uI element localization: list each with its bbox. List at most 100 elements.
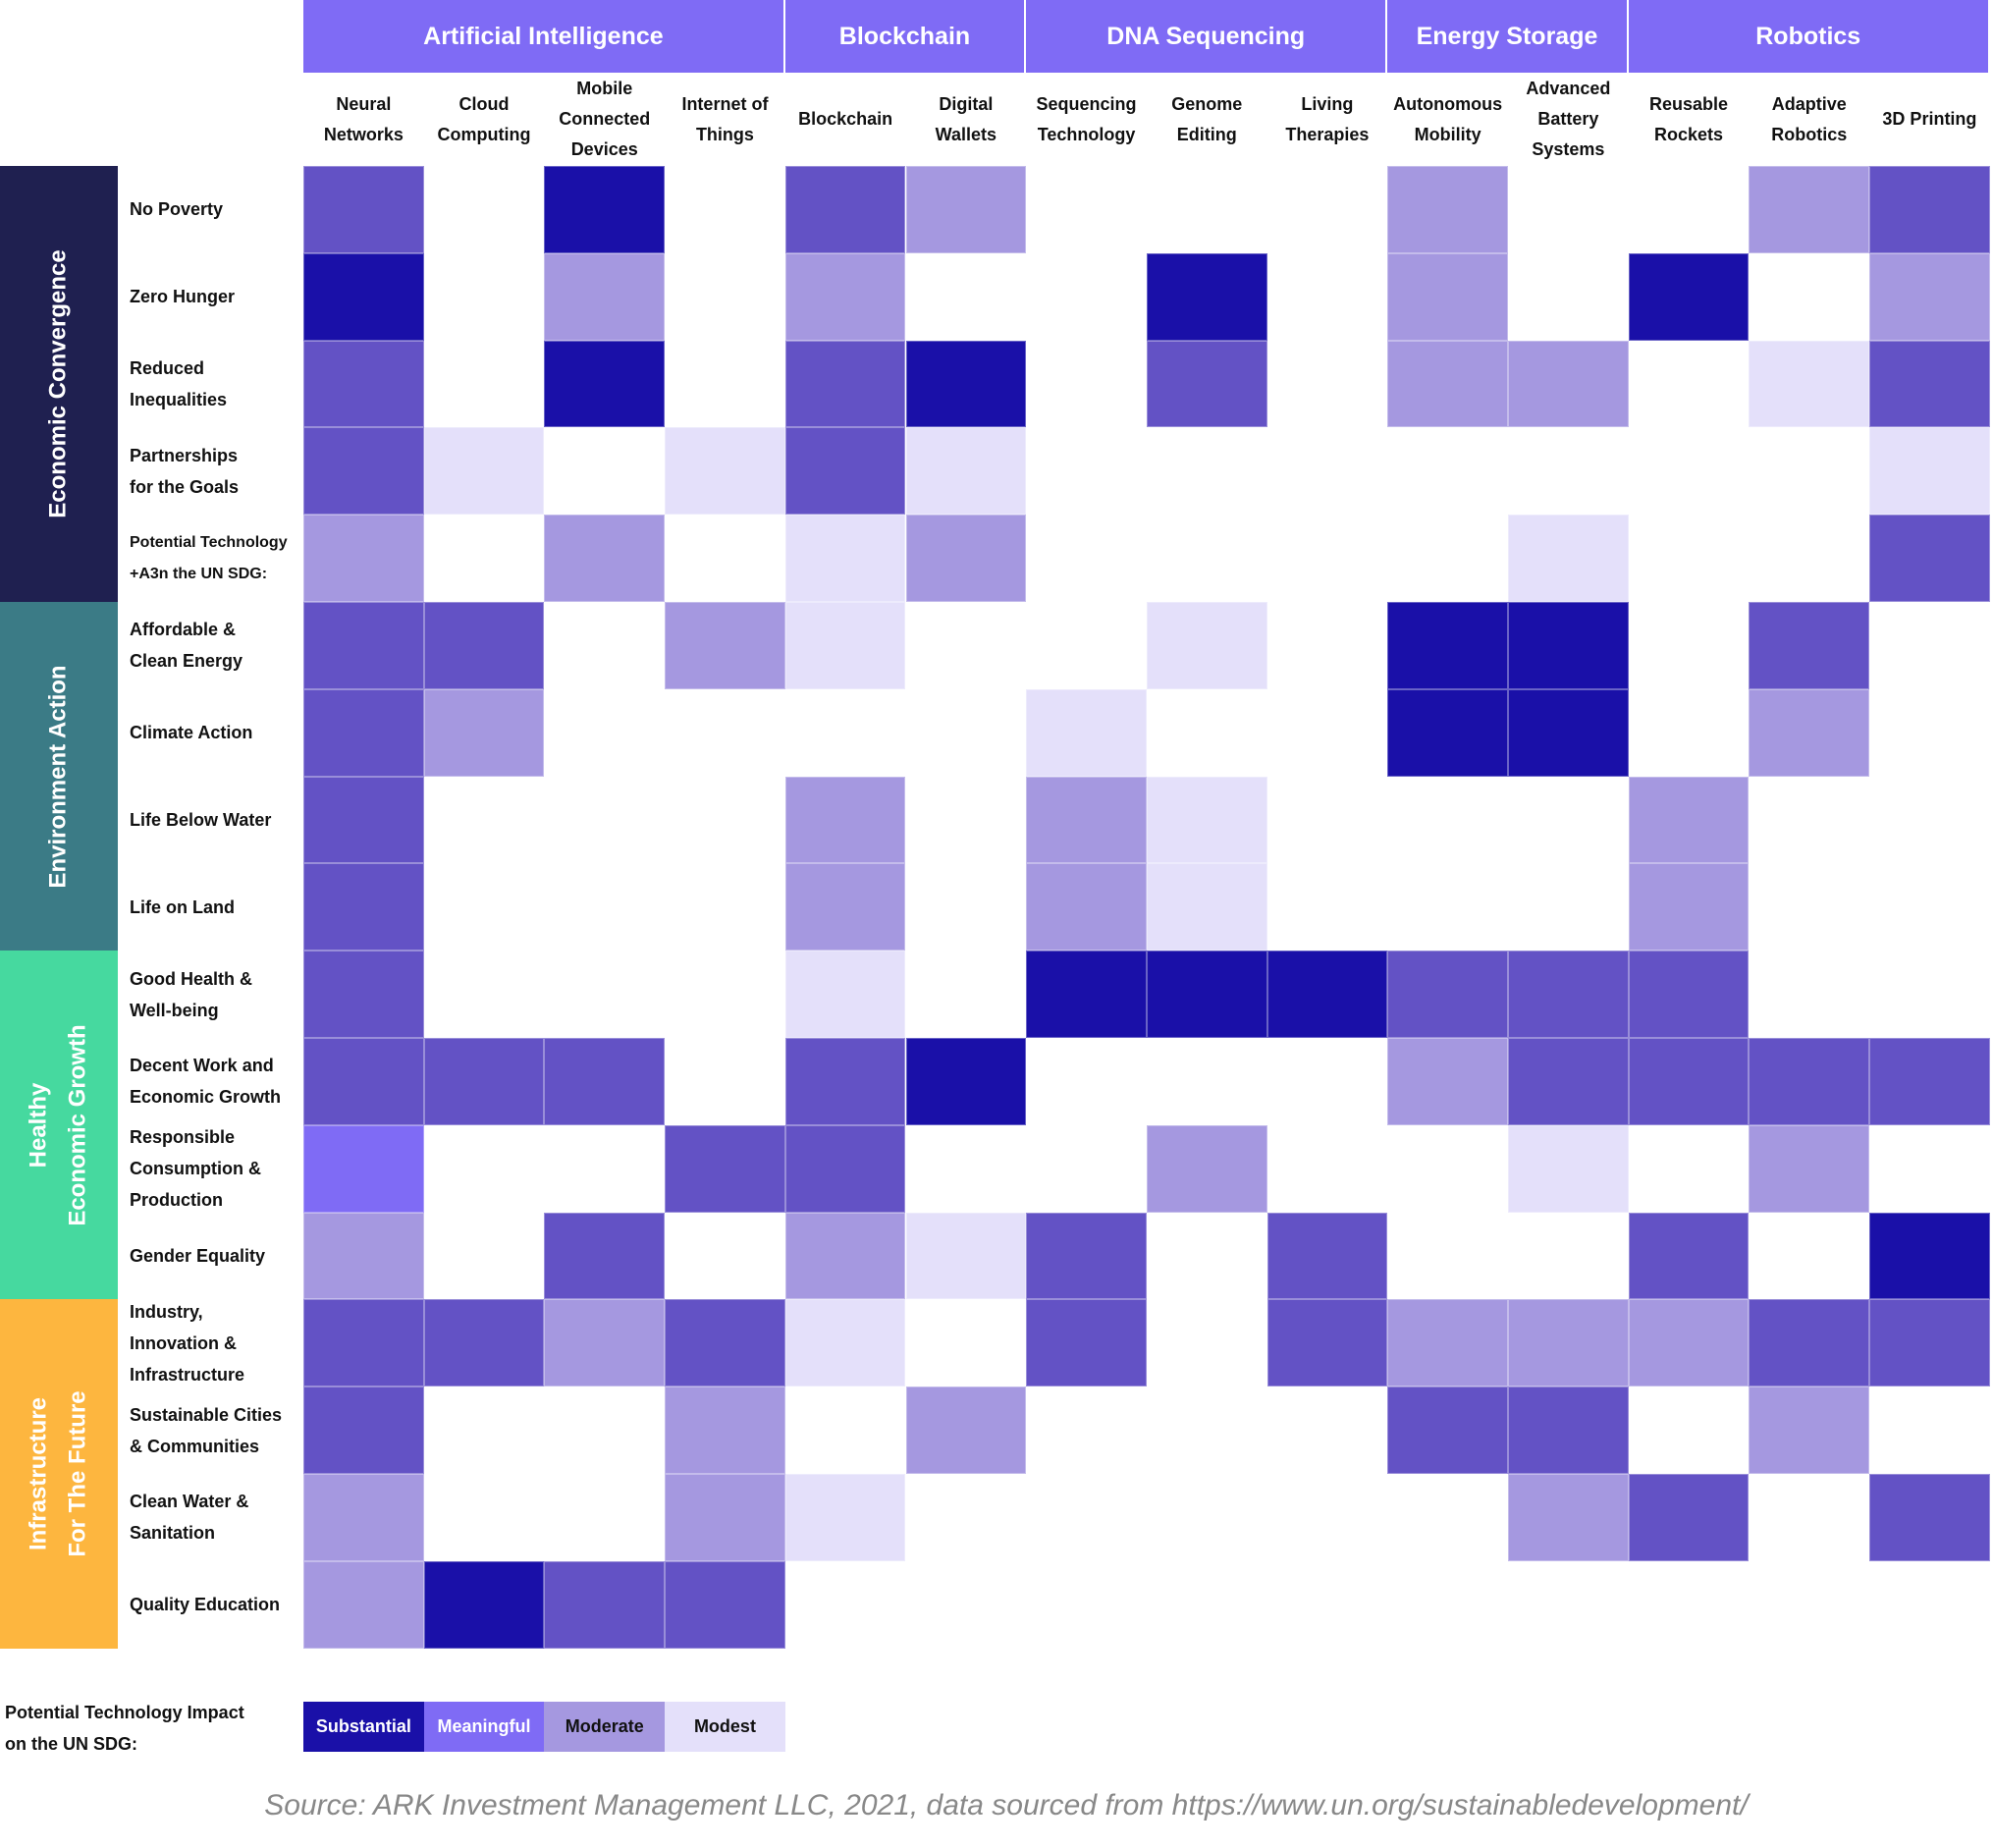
heatmap-cell [1508, 1299, 1629, 1387]
source-note: Source: ARK Investment Management LLC, 2… [264, 1789, 1749, 1821]
heatmap-cell [303, 1386, 424, 1474]
row-group-label: Economic Convergence [39, 249, 79, 517]
heatmap-cell [1628, 252, 1750, 341]
heatmap-cell [303, 1124, 424, 1213]
heatmap-cell [1749, 1386, 1870, 1474]
heatmap-cell [665, 515, 785, 602]
heatmap-cell [1628, 427, 1750, 516]
label-line: on the UN SDG: [5, 1734, 137, 1754]
heatmap-cell [905, 515, 1027, 602]
heatmap-cell [1266, 1038, 1388, 1125]
label-line: Editing [1176, 124, 1237, 144]
heatmap-cell [303, 1474, 424, 1561]
heatmap-cell [905, 1212, 1027, 1300]
heatmap-cell [1749, 515, 1870, 602]
legend-item-modest: Modest [665, 1702, 785, 1752]
heatmap-cell [905, 863, 1027, 951]
row-group-band: Infrastructure For The Future [0, 1299, 118, 1649]
label-line: Networks [323, 124, 404, 144]
heatmap-cell [1146, 863, 1267, 951]
heatmap-cell [1387, 1474, 1508, 1561]
heatmap-cell [1869, 252, 1990, 341]
row-label: Life Below Water [130, 777, 304, 864]
row-label: Quality Education [130, 1561, 304, 1649]
heatmap-cell [905, 776, 1027, 864]
label-line: +A3n the UN SDG: [130, 565, 268, 582]
label-line: Clean Energy [130, 651, 243, 672]
heatmap-cell [1869, 427, 1990, 516]
heatmap-cell [1628, 688, 1750, 777]
heatmap-cell [1628, 166, 1750, 253]
heatmap-cell [423, 688, 545, 777]
heatmap-cell [784, 688, 906, 777]
heatmap-cell [423, 1474, 545, 1561]
label-line: for the Goals [130, 476, 240, 497]
heatmap-cell [905, 1386, 1027, 1474]
heatmap-cell [303, 1560, 424, 1649]
heatmap-cell [665, 863, 785, 951]
heatmap-cell [784, 1212, 906, 1300]
heatmap-cell [905, 1474, 1027, 1561]
heatmap-cell [1387, 340, 1508, 428]
heatmap-cell [1508, 1124, 1629, 1213]
heatmap-cell [423, 1386, 545, 1474]
label-line: Adaptive [1771, 93, 1847, 114]
column-group-header: Blockchain [784, 0, 1027, 73]
heatmap-cell [1387, 776, 1508, 864]
heatmap-cell [1508, 166, 1629, 253]
heatmap-cell [1749, 1212, 1870, 1300]
label-line: Life Below Water [130, 809, 272, 830]
heatmap-cell [1508, 1212, 1629, 1300]
heatmap-cell [1869, 1560, 1990, 1649]
heatmap-cell [1266, 515, 1388, 602]
heatmap-cell [1146, 427, 1267, 516]
heatmap-cell [1749, 863, 1870, 951]
heatmap-cell [665, 688, 785, 777]
heatmap-cell [1508, 1386, 1629, 1474]
heatmap-cell [1869, 1386, 1990, 1474]
heatmap-cell [1387, 863, 1508, 951]
heatmap-cell [1026, 340, 1147, 428]
heatmap-cell [1628, 1212, 1750, 1300]
row-label: Affordable & Clean Energy [130, 602, 304, 689]
heatmap-cell [423, 602, 545, 689]
column-header: Sequencing Technology [1026, 73, 1147, 166]
label-line: Production [130, 1190, 223, 1211]
heatmap-cell [423, 340, 545, 428]
heatmap-cell [303, 427, 424, 516]
heatmap-cell [784, 427, 906, 516]
label-line: Industry, [130, 1301, 203, 1322]
label-line: Healthy [26, 1082, 53, 1169]
heatmap-cell [423, 1038, 545, 1125]
heatmap-cell [1026, 1299, 1147, 1387]
heatmap-cell [303, 252, 424, 341]
label-line: Decent Work and [130, 1056, 274, 1076]
label-line: Cloud [458, 93, 510, 114]
label-line: Gender Equality [130, 1245, 266, 1266]
heatmap-cell [1628, 1386, 1750, 1474]
row-label: No Poverty [130, 166, 304, 253]
heatmap-cell [1266, 166, 1388, 253]
heatmap-cell [1266, 1124, 1388, 1213]
heatmap-cell [784, 1038, 906, 1125]
heatmap-cell [303, 776, 424, 864]
heatmap-cell [1749, 1299, 1870, 1387]
heatmap-cell [1869, 340, 1990, 428]
row-label: Responsible Consumption & Production [130, 1125, 304, 1213]
heatmap-cell [905, 602, 1027, 689]
heatmap-cell [1146, 688, 1267, 777]
heatmap-cell [303, 688, 424, 777]
label-line: Potential Technology Impact [5, 1703, 244, 1722]
heatmap-cell [423, 1299, 545, 1387]
label-line: Rockets [1654, 124, 1724, 144]
heatmap-cell [544, 252, 666, 341]
label-line: Climate Action [130, 723, 253, 743]
heatmap-cell [1026, 1474, 1147, 1561]
label-line: Neural [336, 93, 392, 114]
heatmap-cell [1508, 1038, 1629, 1125]
heatmap-cell [1026, 1212, 1147, 1300]
heatmap-cell [1266, 340, 1388, 428]
label-line: Battery [1537, 109, 1599, 129]
heatmap-cell [1508, 340, 1629, 428]
heatmap-cell [1026, 602, 1147, 689]
